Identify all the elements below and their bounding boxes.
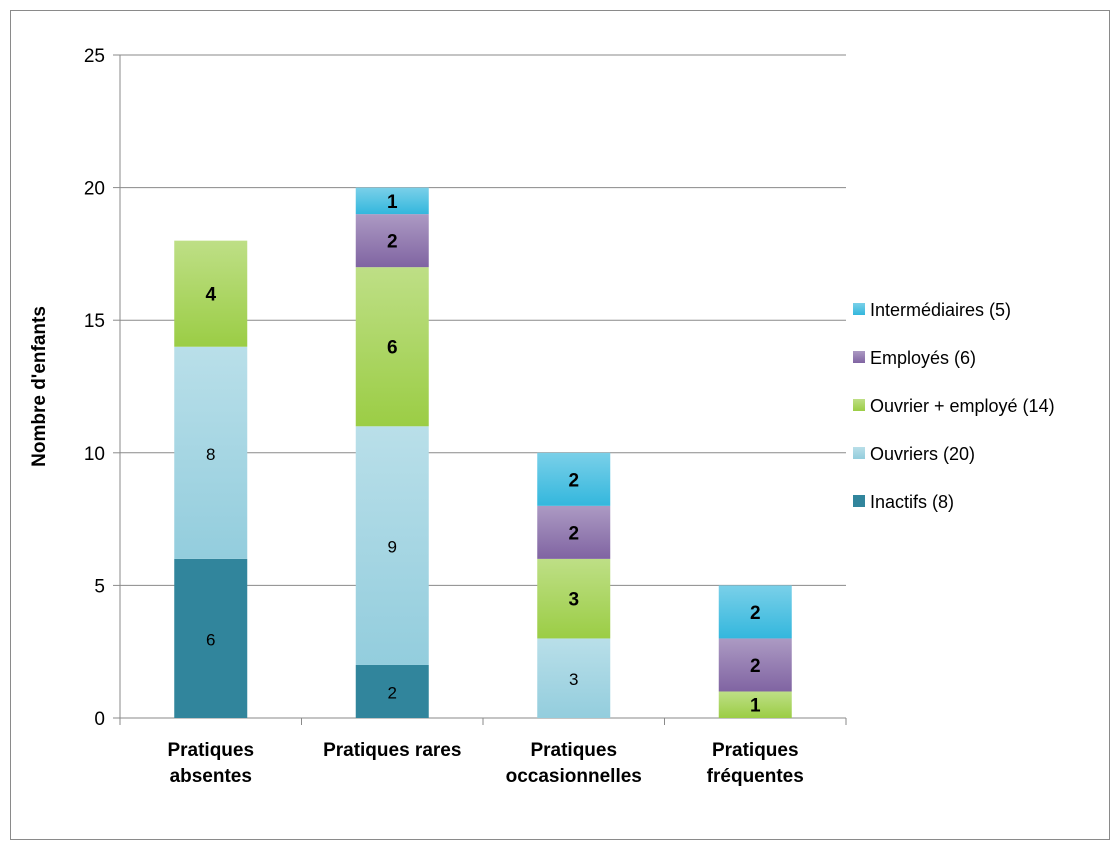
segment-value-label: 3 xyxy=(568,590,579,611)
legend-swatch xyxy=(853,399,865,411)
x-category-label: absentes xyxy=(170,766,252,787)
segment-value-label: 6 xyxy=(206,630,215,649)
legend-label: Inactifs (8) xyxy=(870,492,954,512)
x-category-label: fréquentes xyxy=(707,766,804,787)
x-category-label: Pratiques xyxy=(712,740,799,761)
segment-value-label: 2 xyxy=(750,656,761,677)
x-category-label: Pratiques xyxy=(530,740,617,761)
x-category-label: Pratiques rares xyxy=(323,740,461,761)
segment-value-label: 2 xyxy=(568,523,579,544)
segment-value-label: 2 xyxy=(568,470,579,491)
legend-label: Ouvriers (20) xyxy=(870,444,975,464)
x-category-label: occasionnelles xyxy=(506,766,642,787)
y-tick-label: 20 xyxy=(84,179,105,200)
y-tick-label: 5 xyxy=(94,576,105,597)
legend-swatch xyxy=(853,447,865,459)
segment-value-label: 4 xyxy=(205,285,216,306)
y-tick-label: 25 xyxy=(84,46,105,67)
legend-swatch xyxy=(853,495,865,507)
segment-value-label: 1 xyxy=(750,696,761,717)
y-tick-label: 15 xyxy=(84,311,105,332)
legend-swatch xyxy=(853,303,865,315)
legend-label: Employés (6) xyxy=(870,348,976,368)
y-tick-label: 10 xyxy=(84,444,105,465)
segment-value-label: 8 xyxy=(206,445,215,464)
segment-value-label: 2 xyxy=(388,683,397,702)
y-tick-label: 0 xyxy=(94,709,105,730)
legend-label: Intermédiaires (5) xyxy=(870,300,1011,320)
segment-value-label: 2 xyxy=(387,232,398,253)
legend-swatch xyxy=(853,351,865,363)
segment-value-label: 6 xyxy=(387,338,398,359)
segment-value-label: 3 xyxy=(569,670,578,689)
legend-label: Ouvrier + employé (14) xyxy=(870,396,1055,416)
y-axis-label: Nombre d'enfants xyxy=(29,306,50,467)
segment-value-label: 2 xyxy=(750,603,761,624)
segment-value-label: 1 xyxy=(387,192,398,213)
segment-value-label: 9 xyxy=(388,538,397,557)
x-category-label: Pratiques xyxy=(167,740,254,761)
